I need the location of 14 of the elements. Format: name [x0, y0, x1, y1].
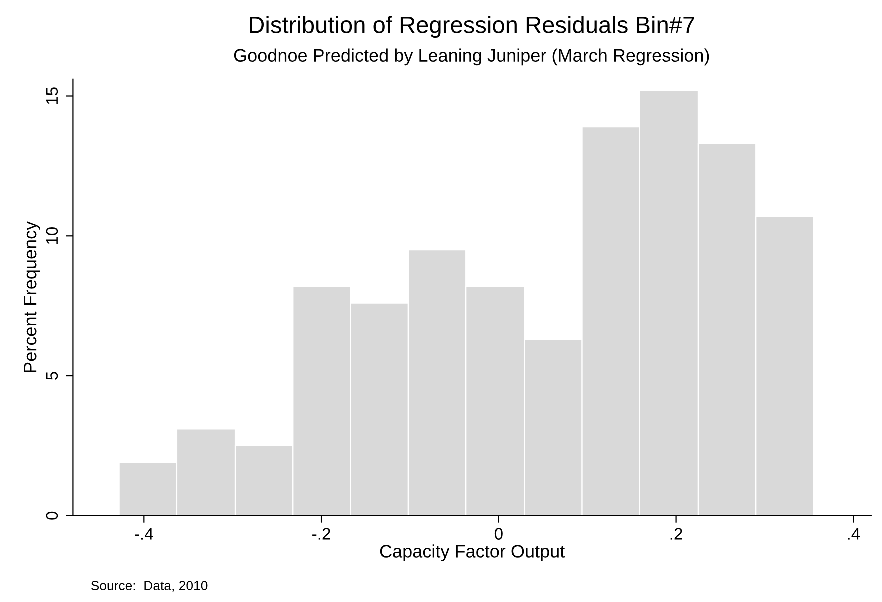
x-tick-label: 0 — [494, 528, 503, 540]
x-axis-title: Capacity Factor Output — [380, 544, 566, 562]
x-tick-label: -.4 — [135, 528, 154, 540]
y-tick-label: 15 — [46, 88, 58, 104]
x-tick-label: -.2 — [312, 528, 330, 540]
y-tick-label: 0 — [46, 512, 58, 520]
chart-title: Distribution of Regression Residuals Bin#7 — [250, 16, 694, 38]
y-tick-label: 5 — [46, 372, 58, 380]
x-tick-label: .4 — [848, 528, 860, 540]
source-note: Source: Data, 2010 — [91, 581, 208, 592]
x-tick-label: .2 — [670, 528, 682, 540]
y-axis-title: Percent Frequency — [24, 221, 40, 372]
chart-subtitle: Goodnoe Predicted by Leaning Juniper (March Regression) — [234, 48, 710, 66]
y-tick-label: 10 — [46, 228, 58, 244]
